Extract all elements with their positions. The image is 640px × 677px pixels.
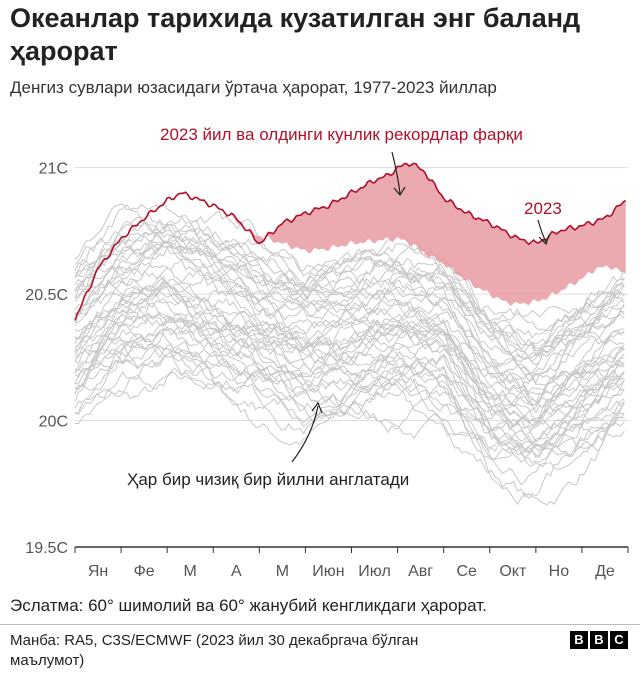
chart-note: Эслатма: 60° шимолий ва 60° жанубий кенг… xyxy=(10,596,487,615)
x-tick-label: М xyxy=(184,563,197,580)
history-year-line xyxy=(74,270,625,403)
history-year-line xyxy=(74,267,625,380)
x-axis-ticks: Ян Фе М А М Июн Июл Авг Се Окт Но Де xyxy=(74,547,629,580)
x-tick-label: М xyxy=(276,563,289,580)
y-tick-label: 19.5C xyxy=(25,540,68,557)
history-year-line xyxy=(74,314,625,442)
bbc-logo-letter: C xyxy=(610,631,628,649)
y-tick-label: 21C xyxy=(39,161,68,178)
y-axis-ticks: 21C 20.5C 20C 19.5C xyxy=(25,161,68,557)
x-tick-label: А xyxy=(231,563,242,580)
bbc-logo: B B C xyxy=(570,631,628,649)
history-lines xyxy=(74,202,625,506)
history-year-line xyxy=(74,202,625,322)
y-tick-label: 20.5C xyxy=(25,287,68,304)
page-subtitle: Денгиз сувлари юзасидаги ўртача ҳарорат,… xyxy=(10,78,497,97)
x-tick-label: Ян xyxy=(88,563,108,580)
footer-divider xyxy=(0,624,640,625)
annotation-2023-label: 2023 xyxy=(524,199,562,218)
history-year-line xyxy=(74,316,625,459)
x-tick-label: Июн xyxy=(312,563,344,580)
history-year-line xyxy=(74,371,625,486)
y-tick-label: 20C xyxy=(39,414,68,431)
record-difference-area xyxy=(227,163,626,306)
history-year-line xyxy=(74,220,625,352)
history-year-line xyxy=(74,325,625,444)
x-tick-label: Но xyxy=(549,563,570,580)
history-year-line xyxy=(74,216,625,363)
chart-source: Манба: RA5, C3S/ECMWF (2023 йил 30 декаб… xyxy=(10,632,419,669)
history-year-line xyxy=(74,264,625,399)
bbc-logo-letter: B xyxy=(570,631,588,649)
annotation-arrow-2023 xyxy=(537,219,550,246)
annotation-arrow-record xyxy=(391,151,406,197)
x-tick-label: Фе xyxy=(134,563,155,580)
x-tick-label: Окт xyxy=(499,563,527,580)
history-year-line xyxy=(74,327,625,464)
history-year-line xyxy=(74,213,625,339)
history-year-line xyxy=(74,226,625,361)
history-year-line xyxy=(74,285,625,407)
x-tick-label: Авг xyxy=(408,563,433,580)
bbc-logo-letter: B xyxy=(590,631,608,649)
temperature-chart: 21C 20.5C 20C 19.5C Ян Фе М А М Июн Июл Авг Се Окт Но… xyxy=(25,125,629,580)
history-year-line xyxy=(74,238,625,362)
history-year-line xyxy=(74,324,625,452)
annotation-each-line-year: Ҳар бир чизиқ бир йилни англатади xyxy=(127,470,409,489)
record-2023-line xyxy=(74,162,627,321)
history-year-line xyxy=(74,305,625,417)
x-tick-label: Июл xyxy=(358,563,390,580)
history-year-line xyxy=(74,283,625,426)
history-year-line xyxy=(74,343,625,468)
history-year-line xyxy=(74,221,625,368)
annotation-arrow-history xyxy=(291,401,323,463)
history-year-line xyxy=(74,246,625,406)
page-title: Океанлар тарихида кузатилган энг баланд … xyxy=(10,3,581,66)
x-tick-label: Се xyxy=(456,563,477,580)
x-tick-label: Де xyxy=(595,563,615,580)
history-year-line xyxy=(74,367,625,506)
annotation-record-difference: 2023 йил ва олдинги кунлик рекордлар фар… xyxy=(160,125,523,144)
